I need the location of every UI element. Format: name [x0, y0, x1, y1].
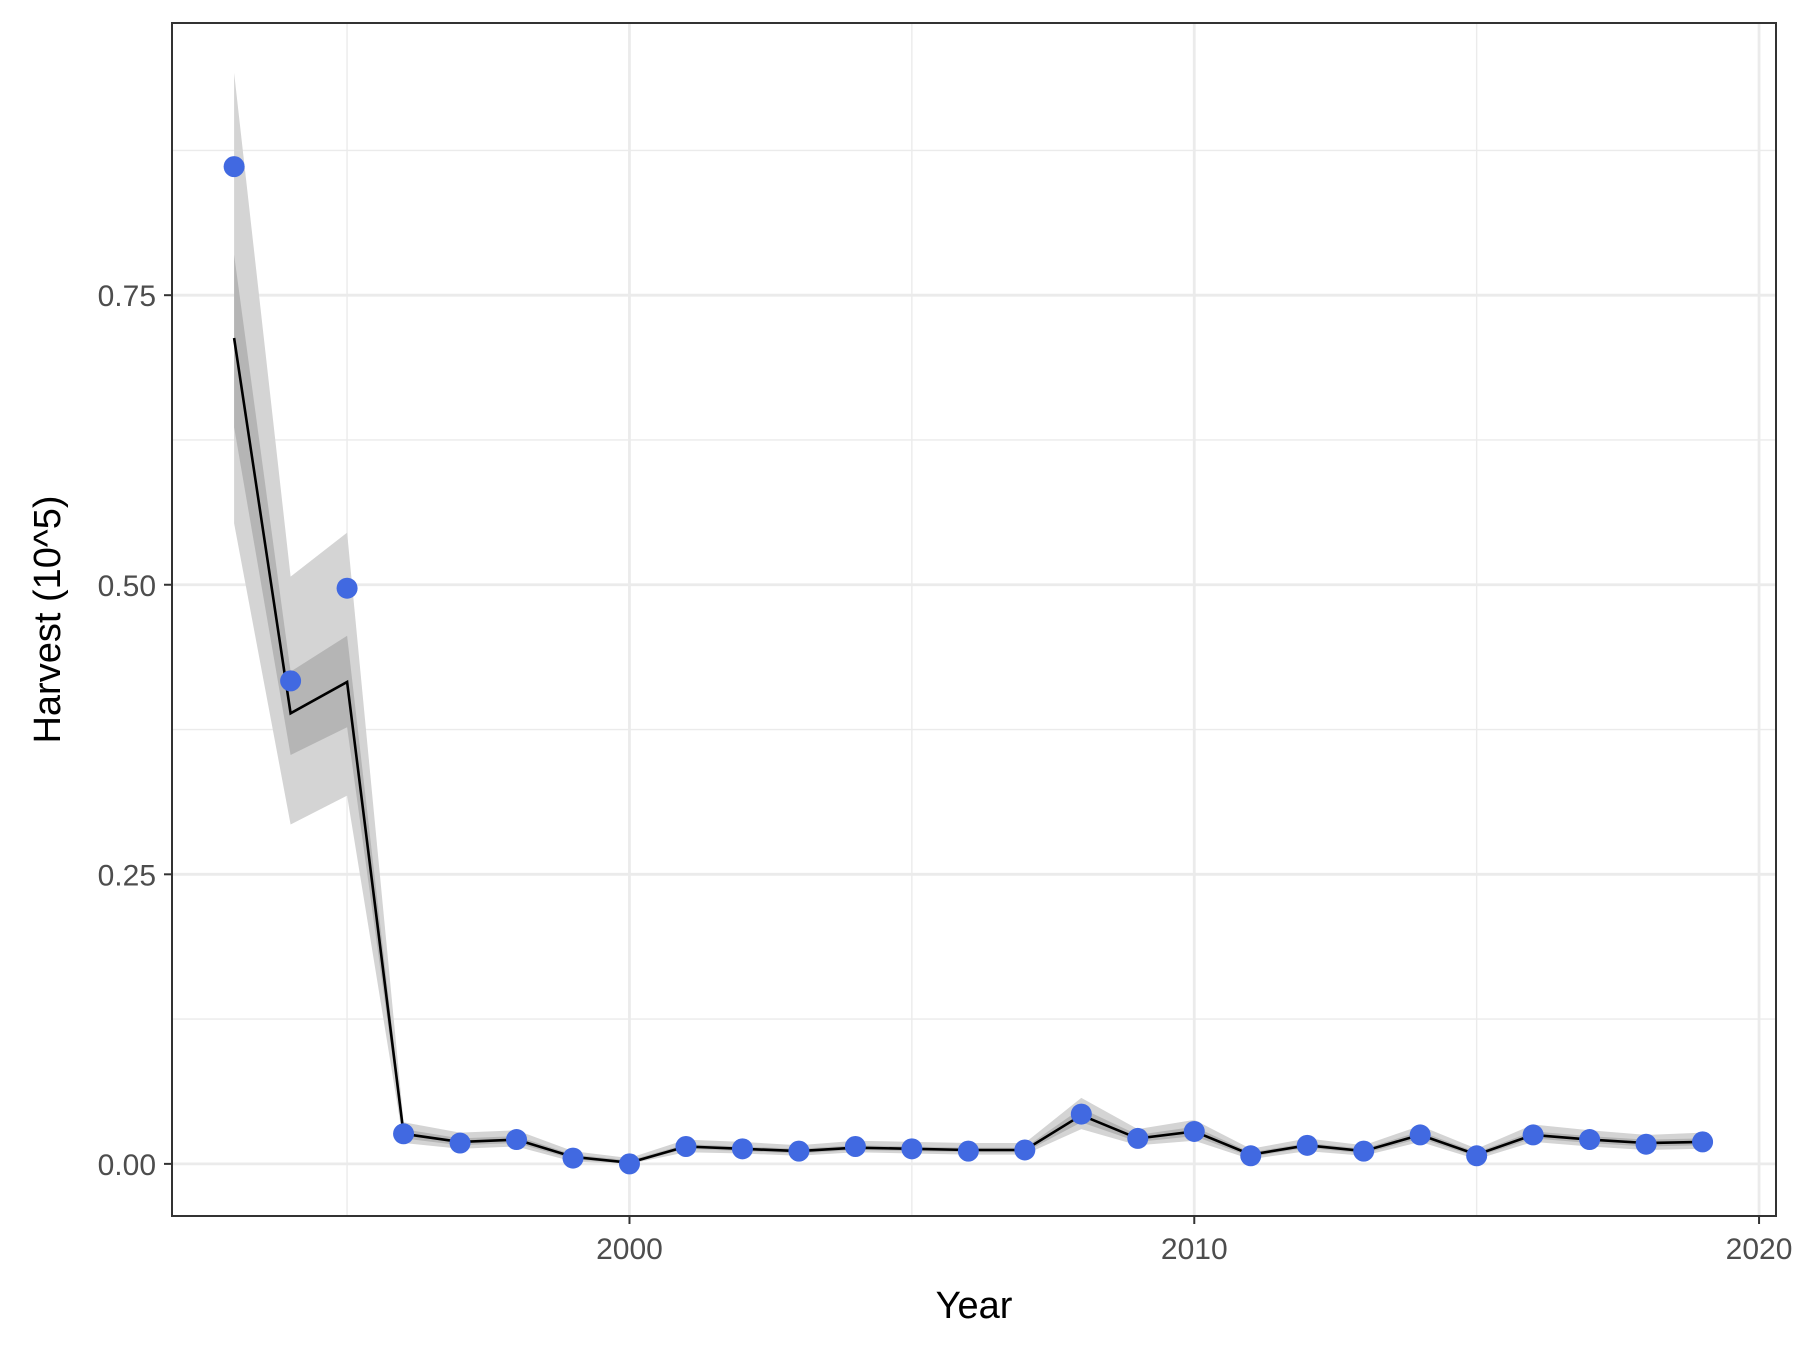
data-point: [1579, 1129, 1601, 1151]
data-point: [957, 1140, 979, 1162]
panel-border: [171, 22, 1777, 1217]
data-point: [1183, 1120, 1205, 1142]
data-point: [1296, 1134, 1318, 1156]
y-axis-title: Harvest (10^5): [27, 495, 69, 743]
data-point: [675, 1136, 697, 1158]
data-point: [562, 1147, 584, 1169]
x-tick-label: 2020: [1726, 1233, 1793, 1266]
observed-points: [223, 156, 1714, 1175]
data-point: [223, 156, 245, 178]
data-point: [844, 1136, 866, 1158]
data-point: [1409, 1124, 1431, 1146]
minor-gridlines: [172, 23, 1776, 1216]
data-point: [1522, 1124, 1544, 1146]
data-point: [618, 1153, 640, 1175]
y-tick-label: 0.75: [98, 280, 156, 313]
x-tick-label: 2000: [596, 1233, 663, 1266]
x-axis-ticks: 2000 2010 2020: [596, 1216, 1792, 1266]
data-point: [280, 670, 302, 692]
data-point: [1127, 1127, 1149, 1149]
data-point: [901, 1138, 923, 1160]
data-point: [1353, 1140, 1375, 1162]
y-tick-label: 0.25: [98, 859, 156, 892]
data-point: [1240, 1145, 1262, 1167]
data-point: [393, 1123, 415, 1145]
data-point: [1014, 1139, 1036, 1161]
x-axis-title: Year: [936, 1285, 1013, 1327]
x-tick-label: 2010: [1161, 1233, 1228, 1266]
data-point: [731, 1138, 753, 1160]
y-tick-label: 0.50: [98, 570, 156, 603]
major-gridlines: [172, 23, 1776, 1216]
data-point: [1692, 1131, 1714, 1153]
y-axis-ticks: 0.00 0.25 0.50 0.75: [98, 280, 172, 1182]
data-point: [1466, 1145, 1488, 1167]
data-point: [788, 1140, 810, 1162]
y-tick-label: 0.00: [98, 1149, 156, 1182]
data-point: [1070, 1103, 1092, 1125]
data-point: [1635, 1133, 1657, 1155]
data-point: [449, 1132, 471, 1154]
data-point: [506, 1129, 528, 1151]
data-point: [336, 577, 358, 599]
